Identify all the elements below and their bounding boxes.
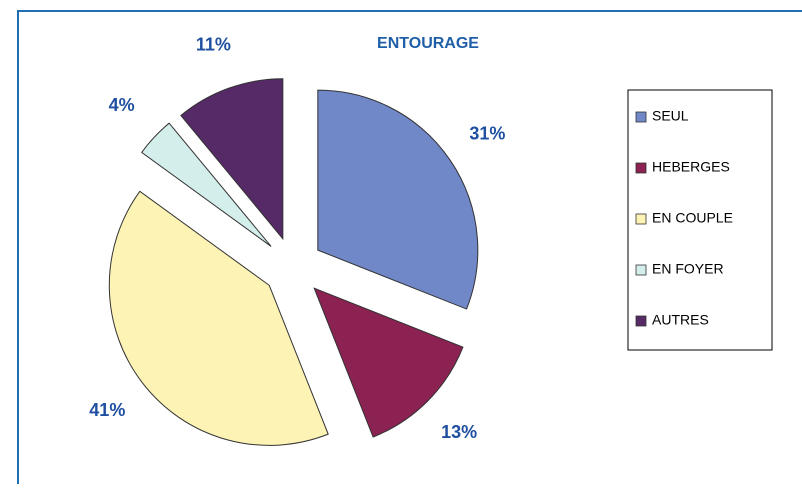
- pie-slice: [108, 190, 329, 446]
- pie-slice: [313, 287, 464, 438]
- legend-label: EN COUPLE: [652, 210, 733, 226]
- legend-box: [627, 89, 773, 351]
- data-label: 11%: [196, 35, 231, 55]
- data-label: 31%: [469, 124, 505, 144]
- pie-slice: [317, 89, 479, 310]
- legend-label: HEBERGES: [652, 159, 730, 175]
- legend-label: AUTRES: [652, 312, 709, 328]
- pie-slice: [140, 122, 272, 247]
- pie-slice: [180, 78, 284, 241]
- data-label: 13%: [441, 422, 477, 442]
- legend-label: EN FOYER: [652, 261, 724, 277]
- legend-swatch: [635, 264, 647, 276]
- legend-swatch: [635, 162, 647, 174]
- frame: [17, 10, 802, 484]
- data-label: 4%: [109, 95, 135, 115]
- legend-swatch: [635, 213, 647, 225]
- data-label: 41%: [89, 400, 125, 420]
- legend-label: SEUL: [652, 108, 689, 124]
- legend-swatch: [635, 111, 647, 123]
- chart-title: ENTOURAGE: [377, 35, 479, 52]
- legend-swatch: [635, 315, 647, 327]
